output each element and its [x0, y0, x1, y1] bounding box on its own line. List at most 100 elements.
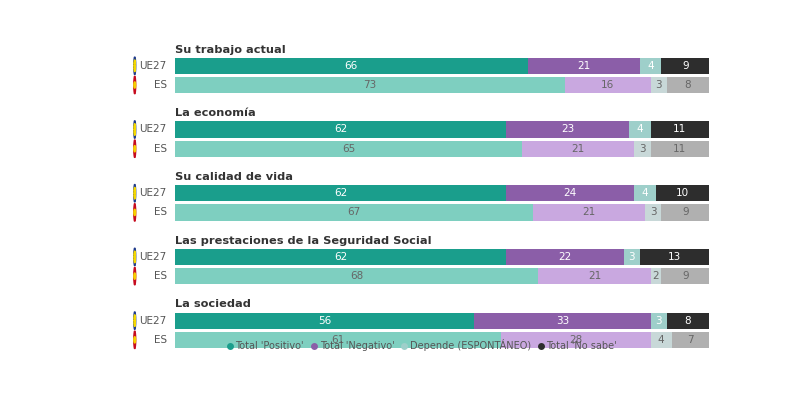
Text: 8: 8	[685, 316, 691, 326]
Text: 21: 21	[572, 144, 585, 154]
Bar	[662, 268, 710, 284]
Bar	[175, 122, 506, 138]
Text: 66: 66	[345, 61, 358, 71]
Text: 13: 13	[668, 252, 681, 262]
Text: 61: 61	[331, 335, 345, 345]
Text: 4: 4	[642, 188, 649, 198]
Bar	[175, 332, 501, 348]
Legend: Total 'Positivo', Total 'Negativo', Depende (ESPONTÁNEO), Total 'No sabe': Total 'Positivo', Total 'Negativo', Depe…	[228, 340, 617, 352]
Bar	[662, 204, 710, 220]
Text: 11: 11	[674, 124, 686, 134]
Text: La sociedad: La sociedad	[175, 300, 250, 310]
Text: 3: 3	[639, 144, 646, 154]
Text: 2: 2	[653, 271, 659, 281]
Circle shape	[134, 312, 136, 330]
Text: UE27: UE27	[139, 188, 167, 198]
Bar	[175, 77, 565, 93]
Text: 28: 28	[569, 335, 582, 345]
Text: Su trabajo actual: Su trabajo actual	[175, 45, 286, 55]
Text: Las prestaciones de la Seguridad Social: Las prestaciones de la Seguridad Social	[175, 236, 431, 246]
Bar	[175, 249, 506, 265]
Text: 9: 9	[682, 208, 689, 218]
Bar	[650, 268, 662, 284]
Bar	[506, 249, 624, 265]
Bar	[634, 141, 650, 157]
Text: 16: 16	[601, 80, 614, 90]
Bar	[666, 77, 710, 93]
Bar	[672, 332, 710, 348]
Text: 62: 62	[334, 124, 347, 134]
Text: 62: 62	[334, 252, 347, 262]
Ellipse shape	[134, 209, 136, 216]
Circle shape	[134, 121, 136, 138]
Bar	[650, 77, 666, 93]
Text: 4: 4	[637, 124, 643, 134]
Text: ES: ES	[154, 208, 167, 218]
Text: ES: ES	[154, 335, 167, 345]
Text: 3: 3	[650, 208, 657, 218]
Text: La economía: La economía	[175, 108, 255, 118]
Text: 62: 62	[334, 188, 347, 198]
Text: 22: 22	[558, 252, 572, 262]
Circle shape	[134, 267, 136, 285]
Bar	[474, 312, 650, 329]
Bar	[501, 332, 650, 348]
Text: 11: 11	[674, 144, 686, 154]
Bar	[175, 312, 474, 329]
Text: UE27: UE27	[139, 61, 167, 71]
Bar	[662, 58, 710, 74]
Bar	[506, 122, 629, 138]
Bar	[175, 204, 533, 220]
Bar	[175, 185, 506, 201]
Text: 73: 73	[363, 80, 377, 90]
Text: 3: 3	[655, 80, 662, 90]
Text: 9: 9	[682, 61, 689, 71]
Text: 68: 68	[350, 271, 363, 281]
Bar	[533, 204, 645, 220]
Bar	[640, 249, 710, 265]
Bar	[650, 141, 710, 157]
Text: 4: 4	[658, 335, 665, 345]
Text: 21: 21	[577, 61, 590, 71]
Bar	[175, 141, 522, 157]
Text: 8: 8	[685, 80, 691, 90]
Bar	[640, 58, 662, 74]
Ellipse shape	[134, 146, 136, 152]
Bar	[656, 185, 710, 201]
Bar	[645, 204, 662, 220]
Bar	[650, 122, 710, 138]
Text: 9: 9	[682, 271, 689, 281]
Circle shape	[134, 57, 136, 75]
Bar	[538, 268, 650, 284]
Text: 10: 10	[676, 188, 689, 198]
Bar	[624, 249, 640, 265]
Text: 21: 21	[588, 271, 601, 281]
Text: ES: ES	[154, 80, 167, 90]
Text: 65: 65	[342, 144, 355, 154]
Ellipse shape	[134, 337, 136, 343]
Circle shape	[134, 248, 136, 266]
Bar	[650, 312, 666, 329]
Text: UE27: UE27	[139, 124, 167, 134]
Text: 7: 7	[687, 335, 694, 345]
Text: UE27: UE27	[139, 316, 167, 326]
Text: UE27: UE27	[139, 252, 167, 262]
Bar	[527, 58, 640, 74]
Text: 67: 67	[347, 208, 361, 218]
Bar	[629, 122, 650, 138]
Text: ES: ES	[154, 144, 167, 154]
Circle shape	[134, 331, 136, 349]
Bar	[650, 332, 672, 348]
Text: 24: 24	[564, 188, 577, 198]
Bar	[634, 185, 656, 201]
Text: Su calidad de vida: Su calidad de vida	[175, 172, 293, 182]
Bar	[522, 141, 634, 157]
Text: 21: 21	[582, 208, 596, 218]
Bar	[666, 312, 710, 329]
Circle shape	[134, 76, 136, 94]
Bar	[175, 268, 538, 284]
Ellipse shape	[134, 82, 136, 88]
Text: ES: ES	[154, 271, 167, 281]
Circle shape	[134, 140, 136, 158]
Text: 56: 56	[318, 316, 331, 326]
